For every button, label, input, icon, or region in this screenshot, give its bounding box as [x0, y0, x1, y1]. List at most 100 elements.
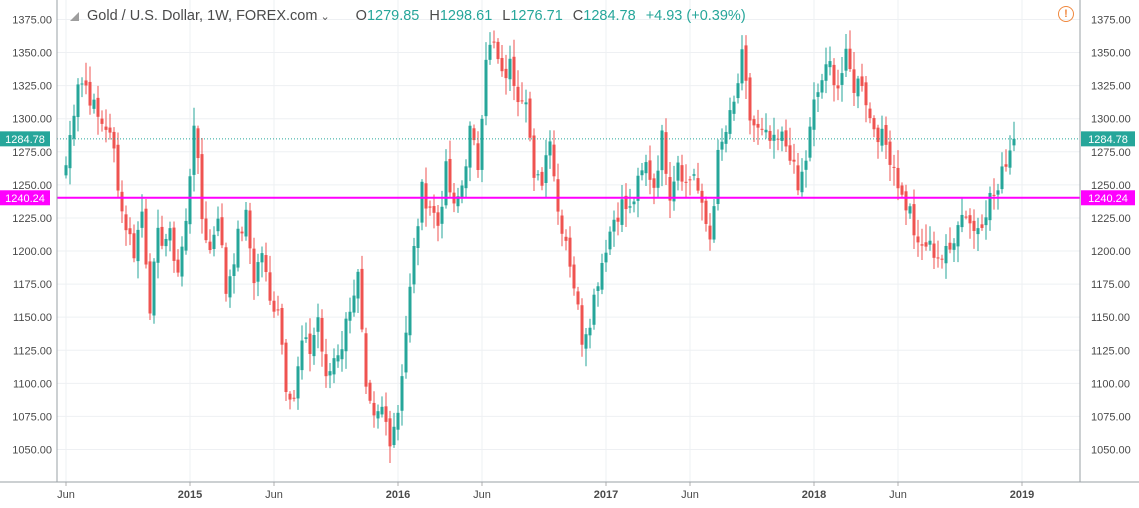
candle-body	[884, 125, 888, 145]
y-tick-label-right: 1225.00	[1091, 213, 1131, 225]
y-tick-label-right: 1325.00	[1091, 81, 1131, 93]
candle-body	[444, 161, 448, 206]
candle-body	[740, 49, 744, 84]
candle-body	[200, 154, 204, 220]
candle-body	[940, 258, 944, 260]
y-tick-label-right: 1150.00	[1091, 312, 1130, 324]
candles	[64, 30, 1016, 464]
symbol-title[interactable]: Gold / U.S. Dollar, 1W, FOREX.com	[87, 8, 318, 24]
candle-body	[680, 165, 684, 182]
candle-body	[472, 128, 476, 141]
candle-body	[592, 294, 596, 325]
candle-body	[368, 382, 372, 401]
candle-body	[432, 206, 436, 213]
candle-body	[124, 214, 128, 231]
candle-body	[312, 335, 316, 357]
candle-body	[780, 131, 784, 141]
candle-body	[104, 126, 108, 130]
candle-body	[400, 376, 404, 411]
candle-body	[364, 333, 368, 387]
candle-body	[692, 174, 696, 176]
candle-body	[280, 307, 284, 345]
candle-body	[852, 69, 856, 93]
candle-body	[644, 162, 648, 174]
open-value: 1279.85	[366, 8, 420, 24]
candle-body	[484, 59, 488, 117]
line-label-left: 1240.24	[5, 193, 45, 205]
candle-body	[836, 85, 840, 89]
candle-body	[296, 366, 300, 399]
candle-body	[284, 342, 288, 393]
candle-body	[624, 195, 628, 210]
y-tick-label-left: 1250.00	[12, 180, 52, 192]
candle-body	[816, 92, 820, 97]
symbol-icon	[70, 11, 79, 21]
candle-body	[380, 406, 384, 415]
candle-body	[600, 262, 604, 290]
candle-body	[752, 119, 756, 126]
y-tick-label-left: 1150.00	[13, 312, 52, 324]
candle-body	[196, 128, 200, 159]
candle-body	[748, 77, 752, 121]
horizontal-lines: 1284.78 1284.78 1240.24 1240.24	[0, 131, 1135, 206]
candle-body	[504, 68, 508, 79]
candle-body	[424, 183, 428, 209]
candle-body	[116, 144, 120, 191]
candle-body	[420, 181, 424, 223]
candle-body	[192, 125, 196, 175]
candle-body	[488, 44, 492, 60]
candle-body	[148, 261, 152, 314]
candle-body	[212, 234, 216, 249]
price-label-right-bg	[1081, 131, 1135, 147]
y-tick-label-right: 1200.00	[1091, 246, 1131, 258]
candle-body	[204, 218, 208, 241]
candle-body	[408, 286, 412, 336]
candle-body	[288, 393, 292, 400]
price-axis[interactable]: 1375.00 1375.00 1350.00 1350.00 1325.00 1325.…	[12, 0, 1131, 482]
y-tick-label-right: 1100.00	[1091, 378, 1130, 390]
y-tick-label-left: 1075.00	[12, 411, 52, 423]
time-axis[interactable]: Jun 2015 Jun 2016 Jun 2017 Jun 2018 Jun 2019	[0, 481, 1139, 501]
open-key: O	[355, 8, 367, 24]
candle-body	[732, 101, 736, 114]
candle-body	[328, 371, 332, 376]
candle-body	[788, 145, 792, 161]
candle-body	[64, 165, 68, 176]
candle-body	[796, 165, 800, 191]
candle-body	[508, 58, 512, 80]
candle-body	[132, 233, 136, 259]
candle-body	[336, 355, 340, 362]
candle-body	[544, 155, 548, 184]
candle-body	[656, 170, 660, 188]
candle-body	[460, 185, 464, 199]
x-tick-label: Jun	[473, 489, 491, 501]
chevron-down-icon[interactable]: ⌄	[320, 10, 330, 23]
candle-body	[596, 286, 600, 291]
candle-body	[936, 257, 940, 259]
candle-body	[352, 295, 356, 313]
x-tick-label: 2016	[386, 489, 410, 501]
y-tick-label-left: 1200.00	[12, 246, 52, 258]
symbol-legend: Gold / U.S. Dollar, 1W, FOREX.com ⌄ O 127…	[70, 6, 746, 26]
candle-body	[684, 181, 688, 183]
line-label-right: 1240.24	[1088, 193, 1128, 205]
candle-body	[160, 226, 164, 246]
low-value: 1276.71	[510, 8, 563, 24]
candle-body	[220, 217, 224, 246]
candle-body	[456, 196, 460, 207]
candle-body	[988, 192, 992, 221]
candle-body	[324, 354, 328, 377]
candle-body	[176, 259, 180, 273]
y-tick-label-right: 1125.00	[1091, 345, 1130, 357]
candle-body	[348, 311, 352, 321]
candle-body	[560, 215, 564, 234]
candle-body	[240, 231, 244, 234]
warning-icon[interactable]: !	[1058, 6, 1074, 22]
candle-body	[1000, 166, 1004, 190]
candle-body	[712, 206, 716, 240]
candle-body	[604, 252, 608, 263]
candle-body	[820, 80, 824, 93]
candle-body	[828, 61, 832, 68]
y-tick-label-right: 1075.00	[1091, 411, 1131, 423]
